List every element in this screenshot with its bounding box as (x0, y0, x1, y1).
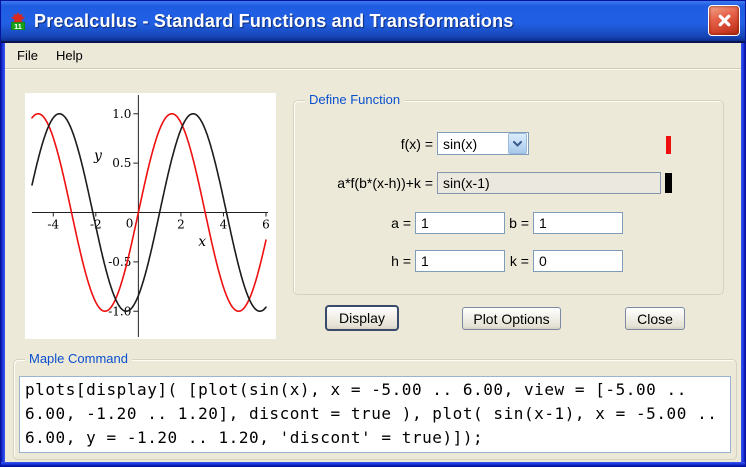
param-b-label: b = (509, 215, 529, 231)
window-border-left (1, 43, 5, 466)
svg-text:0: 0 (126, 217, 134, 231)
curve-0-sin(x) (31, 112, 267, 312)
window-title: Precalculus - Standard Functions and Tra… (34, 10, 514, 31)
titlebar[interactable]: 11 Precalculus - Standard Functions and … (1, 1, 745, 43)
svg-text:0.5: 0.5 (112, 156, 131, 170)
param-k-label: k = (509, 253, 529, 269)
fx-label: f(x) = (400, 136, 433, 152)
maple-command-text[interactable]: plots[display]( [plot(sin(x), x = -5.00 … (19, 376, 731, 453)
define-function-group: Define Function f(x) = sin(x) a*f(b*(x-h… (293, 92, 724, 295)
display-button[interactable]: Display (325, 305, 399, 331)
define-function-legend: Define Function (305, 92, 405, 107)
param-h-label: h = (391, 253, 411, 269)
svg-text:-4: -4 (47, 218, 59, 232)
close-dialog-button[interactable]: Close (625, 307, 685, 330)
menu-bar: File Help (2, 43, 744, 69)
svg-text:y: y (93, 148, 103, 164)
fx-selected-value: sin(x) (443, 135, 478, 152)
param-a-label: a = (391, 215, 411, 231)
curve-1-sin(x-1) (31, 112, 267, 312)
fx-color-indicator (666, 136, 671, 154)
param-k-input[interactable] (533, 250, 623, 272)
transform-expression-field[interactable] (437, 172, 661, 194)
maple-command-legend: Maple Command (25, 351, 132, 366)
window-border-right (741, 43, 745, 466)
plot-options-button[interactable]: Plot Options (462, 307, 561, 330)
svg-text:x: x (198, 234, 206, 250)
param-a-input[interactable] (415, 212, 505, 234)
svg-text:-1.0: -1.0 (108, 304, 131, 318)
fx-dropdown-button[interactable] (508, 133, 527, 154)
chevron-down-icon (512, 140, 523, 148)
transform-expression-label: a*f(b*(x-h))+k = (337, 175, 433, 191)
window-border-bottom (1, 462, 745, 466)
maple-command-group: Maple Command plots[display]( [plot(sin(… (13, 351, 737, 460)
svg-text:11: 11 (14, 22, 22, 30)
svg-text:1.0: 1.0 (112, 107, 131, 121)
menu-help[interactable]: Help (55, 47, 83, 63)
param-b-input[interactable] (533, 212, 623, 234)
svg-text:6: 6 (262, 218, 270, 232)
svg-text:2: 2 (177, 218, 185, 232)
fx-select[interactable]: sin(x) (437, 132, 529, 155)
menu-file[interactable]: File (17, 47, 38, 63)
svg-text:4: 4 (220, 218, 228, 232)
close-button[interactable] (708, 5, 740, 36)
maple-11-icon: 11 (9, 12, 27, 30)
expr-color-indicator (665, 173, 672, 193)
function-plot: -4 -2 2 4 6 1.0 0.5 -0.5 -1.0 0 x y (25, 93, 276, 339)
param-h-input[interactable] (415, 250, 505, 272)
close-icon (717, 13, 732, 28)
